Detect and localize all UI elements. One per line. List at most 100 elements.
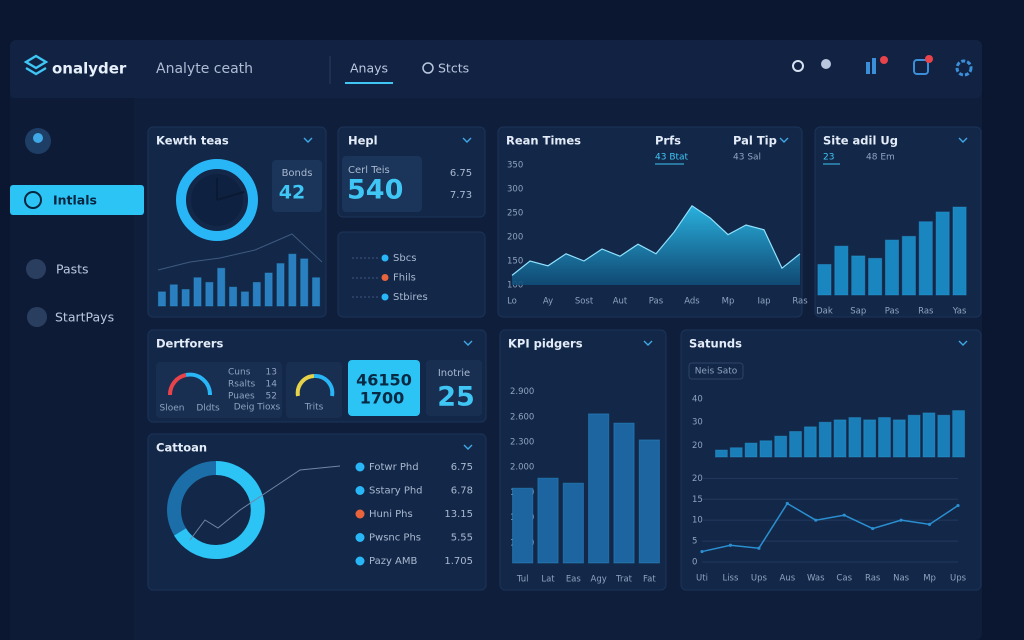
- x-tick-label: Liss: [722, 574, 739, 584]
- nav-icon[interactable]: [26, 259, 46, 279]
- panel-menu[interactable]: [958, 137, 968, 143]
- x-tick-label: Ras: [865, 574, 881, 584]
- legend-dot: [381, 293, 389, 301]
- bar: [638, 439, 660, 564]
- legend-dot: [381, 274, 389, 281]
- y-tick-label: 10: [692, 516, 703, 526]
- stat-label: Bonds: [282, 168, 313, 179]
- legend-dot: [355, 486, 365, 495]
- y-tick-label: 2.900: [510, 387, 534, 397]
- nav-icon[interactable]: [27, 307, 47, 327]
- notification-badge: [880, 56, 888, 64]
- active-nav-bg[interactable]: [10, 185, 144, 215]
- bar: [205, 281, 214, 307]
- panel-title: Cattoan: [156, 441, 207, 455]
- panel-title: Site adil Ug: [823, 134, 898, 148]
- y-tick-label: 15: [692, 495, 703, 505]
- panel-menu[interactable]: [303, 137, 313, 143]
- tab: Anays: [350, 61, 388, 76]
- row-value: 14: [266, 380, 278, 390]
- tab-sub: 23: [823, 153, 834, 163]
- avatar-head: [33, 133, 43, 143]
- y-tick-label: 30: [692, 418, 703, 428]
- bar: [300, 258, 309, 307]
- panel-menu[interactable]: [463, 444, 473, 450]
- x-tick-label: Yas: [952, 307, 967, 317]
- bar: [181, 289, 190, 307]
- area-line: [511, 204, 801, 276]
- stat-label: Cerl Teis: [348, 165, 390, 176]
- panel-menu[interactable]: [958, 340, 968, 346]
- stat-value: 7.73: [450, 190, 472, 201]
- panel-menu[interactable]: [643, 340, 653, 346]
- point: [956, 503, 960, 508]
- bar: [288, 253, 297, 307]
- button-label: Neis Sato: [695, 367, 738, 377]
- point: [728, 543, 733, 547]
- gauge-ring: [176, 159, 258, 241]
- gauge-arc: [295, 374, 315, 397]
- panel: [680, 329, 982, 591]
- bar: [863, 419, 877, 458]
- x-tick-label: Agy: [591, 575, 607, 585]
- bar: [952, 206, 967, 296]
- bar: [759, 440, 773, 458]
- legend-value: 6.75: [451, 462, 473, 473]
- y-tick-label: 300: [507, 185, 523, 195]
- stat-value: 6.75: [450, 168, 472, 179]
- logo-icon: [23, 54, 49, 76]
- bar: [935, 211, 950, 296]
- stat-label: Inotrie: [438, 368, 470, 379]
- legend-label: Sstary Phd: [369, 486, 423, 497]
- row-label: Puaes: [228, 392, 255, 402]
- trend-line: [189, 465, 341, 541]
- search-icon[interactable]: [422, 62, 434, 74]
- search-button[interactable]: [792, 60, 804, 72]
- x-tick-label: Cas: [836, 574, 852, 584]
- row-value: 52: [266, 392, 277, 402]
- button[interactable]: [688, 362, 744, 380]
- legend-value: 1.705: [444, 556, 473, 567]
- tab-sub: 43 Sal: [733, 153, 761, 163]
- x-tick-label: Dak: [816, 307, 833, 317]
- nav-icon: [24, 191, 42, 209]
- y-tick-label: 250: [507, 209, 523, 219]
- legend-label: Huni Phs: [369, 509, 413, 520]
- inbox-icon[interactable]: [913, 59, 929, 75]
- y-tick-label: 100: [507, 281, 523, 291]
- settings-icon[interactable]: [955, 59, 973, 77]
- point: [871, 526, 875, 531]
- point: [899, 518, 903, 522]
- panel: [337, 231, 486, 318]
- bar: [907, 414, 921, 458]
- area: [512, 205, 800, 285]
- gauge-label: Trits: [304, 403, 324, 413]
- x-tick-label: Mp: [722, 297, 735, 307]
- x-tick-label: Ups: [751, 574, 768, 584]
- panel-title: Hepl: [348, 134, 378, 148]
- panel-title: Kewth teas: [156, 134, 229, 148]
- tab-sub: 48 Em: [866, 153, 895, 163]
- legend-dot: [381, 254, 389, 262]
- bar: [789, 430, 802, 458]
- card: [348, 360, 420, 416]
- x-tick-label: Aut: [613, 297, 628, 307]
- donut-segment: [174, 461, 265, 559]
- y-tick-label: 200: [507, 233, 523, 243]
- x-tick-label: Ras: [792, 297, 808, 307]
- gauge-arc: [185, 372, 213, 396]
- panel-menu[interactable]: [462, 137, 472, 143]
- panel-menu[interactable]: [463, 340, 473, 346]
- nav-item: Intlals: [53, 193, 97, 208]
- chart-icon[interactable]: [866, 62, 870, 74]
- user-icon[interactable]: [821, 59, 831, 69]
- legend-dot: [355, 533, 365, 542]
- legend-dot: [355, 556, 365, 566]
- panel-title: Rean Times: [506, 134, 581, 148]
- x-tick-label: Iap: [757, 297, 770, 307]
- panel-menu[interactable]: [779, 137, 789, 143]
- trend-line: [157, 233, 323, 271]
- bar: [937, 414, 951, 458]
- row-label: Rsalts: [228, 380, 255, 390]
